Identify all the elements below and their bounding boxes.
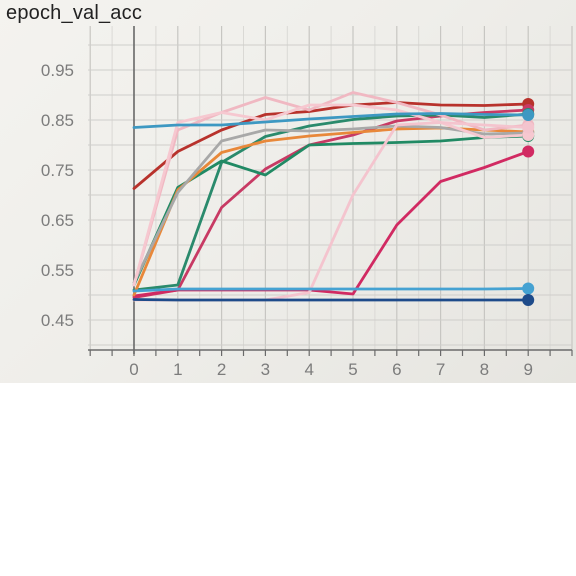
series-lines	[132, 91, 530, 302]
y-tick-label: 0.45	[41, 311, 74, 330]
y-tick-label: 0.55	[41, 261, 74, 280]
series-line-5	[132, 134, 530, 287]
x-tick-label: 3	[261, 360, 270, 379]
chart-title: epoch_val_acc	[6, 2, 143, 24]
series-line-11	[132, 112, 530, 129]
line-chart: 0 1 2 3 4 5 6 7 8 9 0.95 0.85 0.75 0.65 0.55 0.45	[41, 26, 573, 379]
x-tick-label: 9	[523, 360, 532, 379]
x-tick-label: 6	[392, 360, 401, 379]
series-end-marker-11	[522, 109, 535, 121]
x-tick-label: 8	[480, 360, 489, 379]
end-markers	[522, 98, 535, 306]
x-tick-label: 7	[436, 360, 445, 379]
series-end-marker-12	[522, 282, 535, 295]
tick-labels: 0 1 2 3 4 5 6 7 8 9 0.95 0.85 0.75 0.65 0.55 0.45	[41, 61, 533, 379]
series-end-marker-10	[522, 121, 535, 134]
x-tick-label: 5	[348, 360, 357, 379]
x-tick-label: 4	[304, 360, 313, 379]
series-end-marker-3	[522, 145, 535, 158]
y-tick-label: 0.65	[41, 211, 74, 230]
series-end-marker-13	[522, 294, 535, 306]
series-line-4	[132, 112, 530, 292]
y-tick-label: 0.85	[41, 111, 74, 130]
series-line-9	[132, 103, 530, 287]
x-tick-label: 0	[129, 360, 138, 379]
chart-photo: epoch_val_acc 0 1 2 3 4 5 6 7 8 9 0.95 0.85 0.75 0.65…	[0, 0, 576, 383]
x-tick-label: 2	[217, 360, 226, 379]
x-tick-label: 1	[173, 360, 182, 379]
series-line-1	[132, 101, 530, 190]
series-line-13	[132, 298, 530, 302]
series-line-12	[132, 287, 530, 293]
y-tick-label: 0.75	[41, 161, 74, 180]
y-tick-label: 0.95	[41, 61, 74, 80]
grid	[88, 26, 573, 350]
